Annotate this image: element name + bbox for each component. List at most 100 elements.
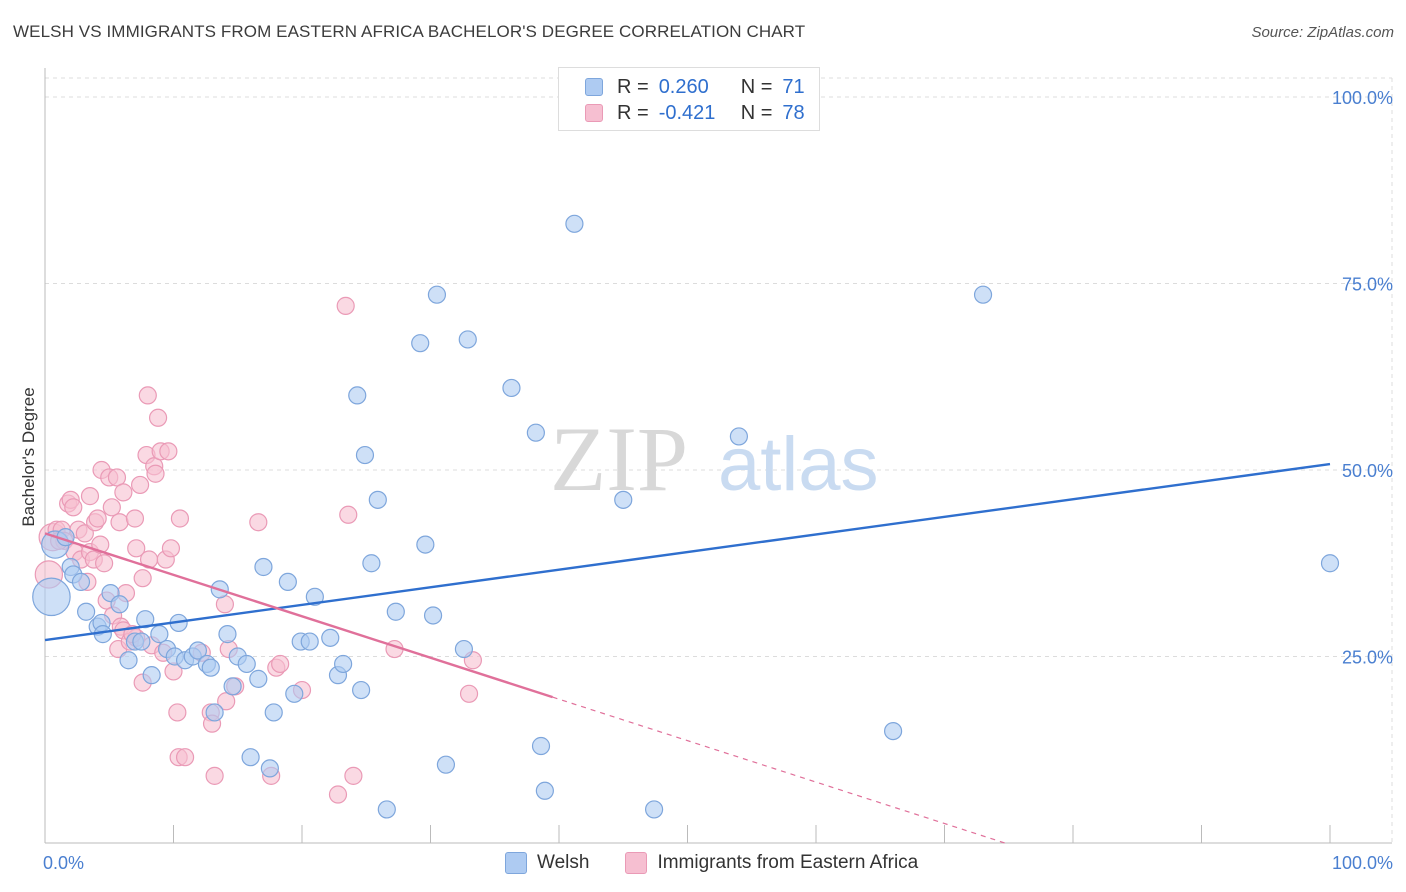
welsh-n-value: 71 bbox=[782, 75, 805, 98]
welsh-point bbox=[355, 445, 375, 465]
welsh-point bbox=[218, 625, 237, 644]
welsh-point bbox=[305, 587, 324, 606]
welsh-r-label: R = bbox=[617, 75, 649, 98]
welsh-point bbox=[205, 703, 224, 722]
immigrants-point bbox=[249, 513, 268, 532]
legend-item-welsh[interactable]: Welsh bbox=[505, 852, 589, 874]
immigrants-point bbox=[130, 475, 150, 495]
welsh-r-value: 0.260 bbox=[658, 75, 709, 98]
immigrants-legend-label: Immigrants from Eastern Africa bbox=[657, 852, 919, 873]
welsh-trend-line bbox=[44, 462, 1331, 642]
welsh-point bbox=[427, 285, 447, 304]
immigrants-point bbox=[170, 509, 190, 528]
welsh-point bbox=[368, 490, 387, 509]
welsh-point bbox=[241, 748, 260, 767]
series-immigrants-points bbox=[34, 296, 483, 804]
immigrants-point bbox=[146, 464, 165, 483]
chart-title: WELSH VS IMMIGRANTS FROM EASTERN AFRICA … bbox=[13, 22, 806, 41]
welsh-point bbox=[531, 736, 551, 756]
welsh-point bbox=[32, 577, 71, 617]
welsh-point bbox=[119, 651, 138, 670]
welsh-point bbox=[278, 572, 297, 592]
immigrants-point bbox=[75, 524, 94, 543]
welsh-point bbox=[614, 490, 633, 509]
welsh-point bbox=[535, 781, 554, 800]
immigrants-point bbox=[205, 766, 224, 785]
immigrants-trend-extension bbox=[552, 696, 1006, 844]
welsh-point bbox=[502, 378, 521, 398]
welsh-point bbox=[565, 214, 584, 233]
immigrants-swatch bbox=[585, 104, 603, 122]
welsh-point bbox=[142, 666, 161, 685]
axes bbox=[44, 68, 1392, 844]
welsh-point bbox=[334, 654, 353, 674]
immigrants-point bbox=[271, 654, 290, 674]
welsh-point bbox=[416, 535, 435, 554]
welsh-point bbox=[150, 625, 169, 644]
welsh-point bbox=[411, 334, 430, 353]
welsh-point bbox=[436, 755, 456, 774]
welsh-point bbox=[300, 632, 319, 651]
welsh-point bbox=[188, 641, 208, 660]
x-tick-label-start: 0.0% bbox=[43, 853, 84, 873]
welsh-point bbox=[526, 423, 545, 442]
immigrants-r-label: R = bbox=[617, 101, 649, 124]
welsh-point bbox=[352, 680, 371, 700]
legend-row-welsh: R = 0.260 N = 71 bbox=[585, 74, 805, 100]
immigrants-point bbox=[328, 785, 348, 804]
welsh-point bbox=[644, 800, 664, 819]
immigrants-point bbox=[102, 498, 121, 517]
immigrants-point bbox=[159, 442, 178, 461]
series-welsh-points bbox=[32, 214, 1340, 819]
welsh-point bbox=[348, 386, 367, 405]
immigrants-point bbox=[125, 509, 145, 528]
immigrants-point bbox=[110, 513, 129, 532]
immigrants-trend-line bbox=[44, 532, 553, 699]
welsh-point bbox=[249, 669, 268, 688]
stats-legend: R = 0.260 N = 71 R = -0.421 N = 78 bbox=[558, 67, 820, 131]
immigrants-point bbox=[339, 505, 358, 524]
immigrants-point bbox=[168, 703, 187, 722]
trend-lines bbox=[44, 462, 1331, 844]
series-legend: Welsh Immigrants from Eastern Africa bbox=[505, 852, 954, 874]
y-tick-label: 50.0% bbox=[1342, 461, 1393, 481]
welsh-point bbox=[285, 684, 304, 703]
welsh-point bbox=[321, 628, 340, 647]
welsh-point bbox=[423, 606, 443, 625]
legend-item-immigrants[interactable]: Immigrants from Eastern Africa bbox=[625, 852, 918, 874]
y-axis-label: Bachelor's Degree bbox=[19, 387, 38, 526]
welsh-point bbox=[237, 654, 256, 674]
source-credit: Source: ZipAtlas.com bbox=[1251, 24, 1394, 41]
immigrants-point bbox=[133, 569, 152, 588]
tick-labels: 25.0% 50.0% 75.0% 100.0% 0.0% 100.0% bbox=[43, 88, 1393, 873]
welsh-point bbox=[973, 285, 993, 304]
immigrants-point bbox=[148, 408, 168, 427]
welsh-point bbox=[729, 427, 749, 446]
y-tick-label: 100.0% bbox=[1332, 88, 1393, 108]
welsh-point bbox=[264, 703, 283, 722]
y-tick-label: 75.0% bbox=[1342, 275, 1393, 295]
legend-row-immigrants: R = -0.421 N = 78 bbox=[585, 100, 805, 126]
immigrants-n-value: 78 bbox=[782, 101, 805, 124]
welsh-point bbox=[77, 602, 96, 621]
welsh-point bbox=[458, 330, 477, 349]
y-tick-label: 25.0% bbox=[1342, 648, 1393, 668]
immigrants-point bbox=[127, 539, 146, 558]
immigrants-point bbox=[64, 498, 83, 517]
immigrants-legend-swatch bbox=[625, 852, 648, 874]
welsh-point bbox=[201, 658, 220, 677]
x-tick-label-end: 100.0% bbox=[1332, 853, 1393, 873]
immigrants-point bbox=[95, 554, 114, 573]
immigrants-point bbox=[138, 386, 157, 405]
immigrants-point bbox=[80, 487, 100, 506]
immigrants-point bbox=[344, 766, 363, 785]
welsh-point bbox=[1320, 554, 1340, 573]
welsh-legend-swatch bbox=[505, 852, 527, 874]
immigrants-point bbox=[336, 296, 355, 315]
welsh-point bbox=[136, 610, 155, 629]
immigrants-point bbox=[114, 483, 133, 502]
welsh-point bbox=[223, 677, 242, 696]
welsh-n-label: N = bbox=[740, 75, 773, 98]
watermark: ZIP atlas bbox=[550, 408, 879, 510]
